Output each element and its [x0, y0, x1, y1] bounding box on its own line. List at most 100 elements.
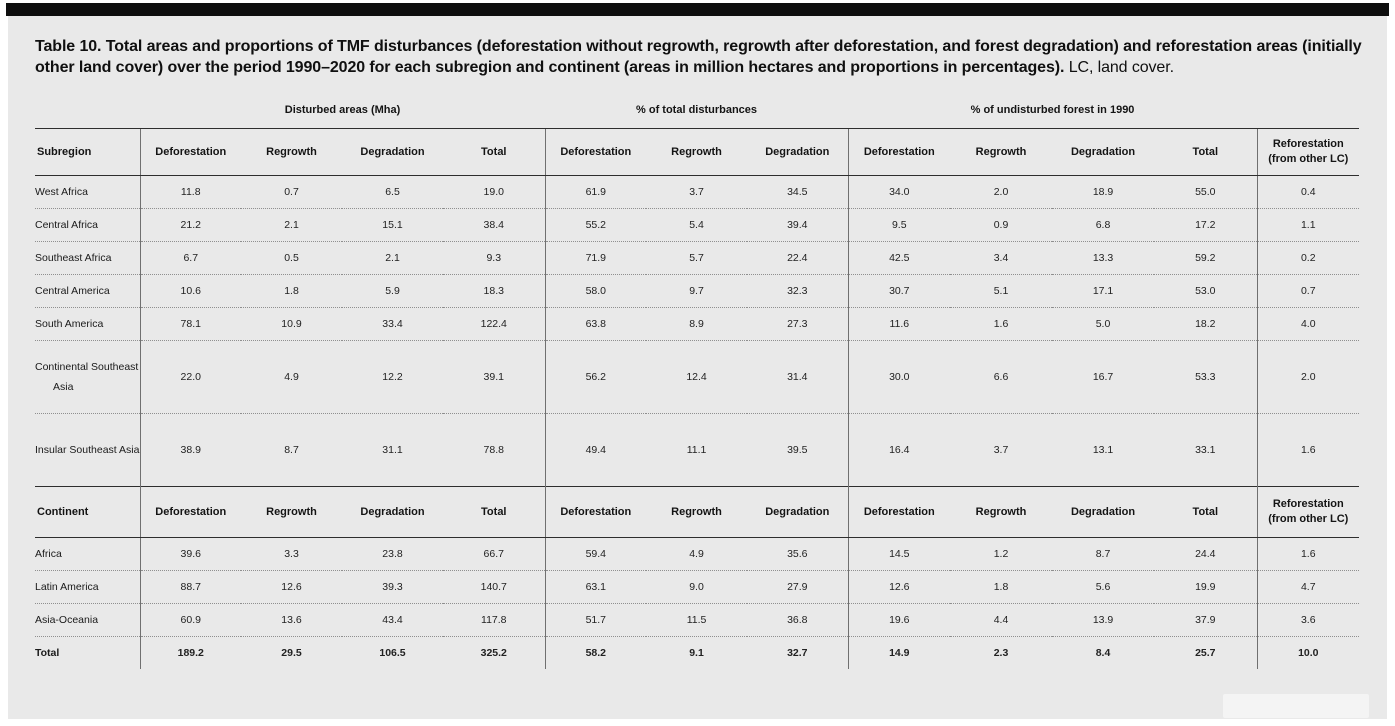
- subregion-row: Insular Southeast Asia 38.9 8.7 31.1 78.8 49.…: [35, 412, 1360, 487]
- value-cell: 56.2: [544, 339, 647, 414]
- value-cell: 31.1: [342, 412, 443, 487]
- value-cell: 38.9: [139, 412, 241, 487]
- value-cell: 39.6: [139, 537, 241, 571]
- row-label: Continental Southeast Asia: [35, 339, 140, 414]
- value-cell: 2.1: [241, 207, 342, 242]
- value-cell: 27.3: [747, 306, 849, 341]
- continent-row: Asia-Oceania 60.9 13.6 43.4 117.8 51.7 11.5 36.…: [35, 602, 1360, 637]
- column-header: Regrowth: [241, 485, 342, 538]
- caption-bold-text: Table 10. Total areas and proportions of…: [35, 38, 1362, 77]
- value-cell: 51.7: [544, 602, 647, 637]
- value-cell: 122.4: [443, 306, 546, 341]
- reforestation-header-line1: Reforestation: [1272, 137, 1344, 150]
- column-header: Deforestation: [139, 485, 241, 538]
- column-header-row: Subregion Deforestation Regrowth Degrada…: [35, 128, 1360, 176]
- value-cell: 9.5: [847, 207, 951, 242]
- value-cell: 18.2: [1154, 306, 1258, 341]
- value-cell: 9.0: [646, 569, 748, 604]
- value-cell: 29.5: [241, 635, 342, 669]
- value-cell: 60.9: [139, 602, 241, 637]
- value-cell: 19.0: [483, 185, 504, 198]
- value-cell: 10.6: [139, 273, 241, 308]
- value-cell: 61.9: [544, 175, 647, 209]
- value-cell: 9.1: [646, 635, 748, 669]
- column-header: Degradation: [1052, 128, 1155, 176]
- value-cell: 13.9: [1052, 602, 1155, 637]
- value-cell: 1.8: [241, 273, 342, 308]
- value-cell: 4.4: [950, 602, 1053, 637]
- value-cell: 3.6: [1256, 602, 1360, 637]
- value-cell: 55.2: [544, 207, 647, 242]
- value-cell: 13.6: [241, 602, 342, 637]
- column-header: Regrowth: [241, 128, 342, 176]
- value-cell: 0.4: [1256, 175, 1360, 209]
- value-cell: 32.7: [747, 635, 849, 669]
- column-group-header: % of undisturbed forest in 1990: [848, 91, 1258, 129]
- column-group-row: Disturbed areas (Mha) % of total disturb…: [35, 91, 1360, 129]
- value-cell: 19.6: [847, 602, 951, 637]
- value-cell: 18.3: [443, 273, 546, 308]
- value-cell: 6.6: [950, 339, 1053, 414]
- row-label: South America: [35, 306, 140, 341]
- column-header: Regrowth: [646, 485, 748, 538]
- value-cell: 71.9: [544, 240, 647, 275]
- value-cell: 8.7: [1095, 547, 1111, 560]
- column-header: Deforestation: [139, 128, 241, 176]
- value-cell: 0.9: [950, 207, 1053, 242]
- value-cell: 9.3: [443, 240, 546, 275]
- row-label: Latin America: [35, 569, 140, 604]
- value-cell: 42.5: [847, 240, 951, 275]
- column-group-header: Disturbed areas (Mha): [140, 91, 546, 129]
- value-cell: 21.2: [139, 207, 241, 242]
- reforestation-header-line1: Reforestation: [1272, 497, 1344, 510]
- row-label: Central Africa: [35, 207, 140, 242]
- value-cell: 11.8: [139, 175, 241, 209]
- value-cell: 14.9: [847, 635, 951, 669]
- value-cell: 16.7: [1052, 339, 1155, 414]
- column-header: Deforestation: [544, 128, 647, 176]
- row-label: Southeast Africa: [35, 240, 140, 275]
- column-header: Degradation: [1052, 485, 1155, 538]
- top-rule-bar: [6, 3, 1389, 16]
- table-panel: Table 10. Total areas and proportions of…: [8, 16, 1387, 719]
- reforestation-column-header: Reforestation (from other LC): [1256, 485, 1360, 538]
- value-cell: 10.0: [1256, 635, 1360, 669]
- value-cell: 34.5: [787, 185, 808, 198]
- value-cell: 27.9: [747, 569, 849, 604]
- value-cell: 106.5: [342, 635, 443, 669]
- column-header: Deforestation: [544, 485, 647, 538]
- value-cell: 13.1: [1052, 412, 1155, 487]
- value-cell: 11.6: [847, 306, 951, 341]
- value-cell: 8.7: [241, 412, 342, 487]
- reforestation-header-line2: (from other LC): [1268, 512, 1349, 525]
- value-cell: 12.2: [342, 339, 443, 414]
- value-cell: 9.7: [646, 273, 748, 308]
- subregion-row: West Africa 11.8 0.7 6.5 19.0 61.9 3.7 34.5 34.0…: [35, 175, 1360, 209]
- continent-rows: Africa 39.6 3.3 23.8 66.7 59.4 4.9 35.6 14.5 1.2 8…: [35, 537, 1360, 669]
- value-cell: 15.1: [342, 207, 443, 242]
- value-cell: 11.5: [646, 602, 748, 637]
- reforestation-header-line2: (from other LC): [1268, 152, 1349, 165]
- subregion-row: Central America 10.6 1.8 5.9 18.3 58.0 9.7 32.3…: [35, 273, 1360, 308]
- value-cell: 6.5: [385, 185, 400, 198]
- value-cell: 17.2: [1154, 207, 1258, 242]
- value-cell: 53.0: [1154, 273, 1258, 308]
- value-cell: 1.1: [1256, 207, 1360, 242]
- value-cell: 6.8: [1052, 207, 1155, 242]
- value-cell: 53.3: [1154, 339, 1258, 414]
- value-cell: 1.8: [950, 569, 1053, 604]
- value-cell: 5.7: [646, 240, 748, 275]
- column-header: Total: [443, 485, 546, 538]
- continent-header-row: Continent Deforestation Regrowth Degrada…: [35, 485, 1360, 538]
- value-cell: 35.6: [787, 547, 808, 560]
- value-cell: 1.6: [1256, 537, 1360, 571]
- value-cell: 33.4: [342, 306, 443, 341]
- value-cell: 2.3: [950, 635, 1053, 669]
- value-cell: 6.7: [139, 240, 241, 275]
- value-cell: 38.4: [443, 207, 546, 242]
- row-label: Africa: [35, 547, 62, 560]
- column-header: Total: [1154, 485, 1258, 538]
- subregion-column-header: Subregion: [35, 128, 140, 176]
- value-cell: 16.4: [847, 412, 951, 487]
